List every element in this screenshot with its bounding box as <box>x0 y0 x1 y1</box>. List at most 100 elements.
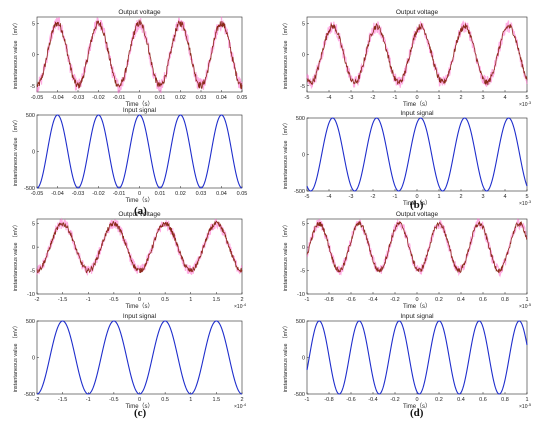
x-tick-label: -0.03 <box>72 95 85 101</box>
y-tick-label: -5 <box>30 84 35 90</box>
x-tick-label: 0.6 <box>479 297 487 303</box>
x-tick-label: 0 <box>138 191 141 197</box>
x-tick-label: 1 <box>437 194 440 200</box>
x-tick-label: 1 <box>437 95 440 101</box>
panel-label-a: (a) <box>134 205 147 217</box>
x-tick-label: 0.03 <box>196 191 207 197</box>
x-tick-label: 0.5 <box>161 397 169 403</box>
x-tick-label: 1.5 <box>213 397 221 403</box>
x-tick-label: -2 <box>35 397 40 403</box>
chart-2: Input signal -0.05 -0.04 -0.03 -0.02 -0.01 0 0.… <box>12 107 247 204</box>
x-tick-label: -0.04 <box>51 95 64 101</box>
x-tick-label: 1 <box>189 297 192 303</box>
x-tick-label: -0.05 <box>31 191 44 197</box>
chart-1: Output voltage -0.05 -0.04 -0.03 -0.02 -0.01 0… <box>12 9 247 108</box>
x-exponent-power: -3 <box>527 199 531 204</box>
x-tick-label: -0.8 <box>324 297 333 303</box>
x-axis-label: Time（s） <box>403 303 431 310</box>
x-tick-label: 0.02 <box>175 95 186 101</box>
x-tick-label: -0.4 <box>368 397 377 403</box>
chart-4: Input signal -5 -4 -3 -2 -1 0 1 2 3 4 5 -500 0 500 Time… <box>282 110 532 207</box>
panel-label-b: (b) <box>410 199 424 211</box>
x-exponent: ×10-3 <box>519 100 532 108</box>
x-tick-label: 0 <box>138 95 141 101</box>
x-tick-label: 0.04 <box>216 95 227 101</box>
x-tick-label: -0.6 <box>346 397 355 403</box>
y-tick-label: 500 <box>296 116 305 122</box>
x-axis-label: Time（s） <box>403 403 431 410</box>
x-tick-label: 0.4 <box>457 397 465 403</box>
y-tick-label: 0 <box>302 153 305 159</box>
x-tick-label: -0.02 <box>92 191 105 197</box>
chart-title: Output voltage <box>118 211 161 218</box>
x-tick-label: 0.04 <box>216 191 227 197</box>
x-tick-label: 2 <box>459 95 462 101</box>
x-tick-label: 5 <box>525 194 528 200</box>
series-line <box>36 320 243 395</box>
x-tick-label: 0.01 <box>155 95 166 101</box>
x-tick-label: 0 <box>415 397 418 403</box>
x-axis-label: Time（s） <box>403 200 431 207</box>
x-tick-label: 4 <box>503 95 506 101</box>
y-axis-label: instantaneous value （mV） <box>282 222 289 292</box>
x-tick-label: -1 <box>86 397 91 403</box>
y-tick-label: 0 <box>32 356 35 362</box>
x-tick-label: -2 <box>371 194 376 200</box>
x-tick-label: -0.04 <box>51 191 64 197</box>
y-tick-label: -500 <box>24 392 35 398</box>
x-tick-label: 0.05 <box>237 95 248 101</box>
x-axis-label: Time（s） <box>403 101 431 108</box>
y-axis-label: instantaneous value （mV） <box>12 323 19 393</box>
x-tick-label: 4 <box>503 194 506 200</box>
y-tick-label: -5 <box>300 269 305 275</box>
x-exponent-power: -5 <box>527 402 531 407</box>
x-tick-label: -0.2 <box>390 297 399 303</box>
x-tick-label: 0.6 <box>479 397 487 403</box>
x-exponent: ×10-4 <box>234 402 247 410</box>
x-tick-label: -0.6 <box>346 297 355 303</box>
x-tick-label: 0.05 <box>237 191 248 197</box>
x-exponent-power: -3 <box>527 100 531 105</box>
x-exponent-power: -5 <box>527 302 531 307</box>
plot-frame <box>36 16 243 93</box>
chart-8: Input signal -1 -0.8 -0.6 -0.4 -0.2 0 0.2 0.4 0.6… <box>282 313 532 410</box>
y-axis-label: instantaneous value （mV） <box>12 20 19 90</box>
x-tick-label: -4 <box>327 194 332 200</box>
series-noise <box>36 16 243 94</box>
x-tick-label: 2 <box>240 397 243 403</box>
x-tick-label: -0.5 <box>109 297 118 303</box>
y-tick-label: -500 <box>294 189 305 195</box>
y-axis-label: instantaneous value （mV） <box>282 20 289 90</box>
x-tick-label: 1 <box>525 297 528 303</box>
x-tick-label: 0.2 <box>435 397 443 403</box>
x-tick-label: -0.01 <box>113 191 126 197</box>
y-tick-label: 0 <box>32 53 35 59</box>
panel-label-d: (d) <box>410 407 424 419</box>
x-tick-label: -2 <box>35 297 40 303</box>
x-tick-label: 0 <box>415 95 418 101</box>
chart-title: Input signal <box>123 107 157 114</box>
y-tick-label: 500 <box>26 113 35 119</box>
x-tick-label: -0.4 <box>368 297 377 303</box>
chart-3: Output voltage -5 -4 -3 -2 -1 0 1 2 3 4 5 -5 0 5 Time（s… <box>282 9 532 108</box>
x-exponent: ×10-3 <box>519 199 532 207</box>
y-tick-label: 5 <box>302 21 305 27</box>
y-axis-label: instantaneous value （mV） <box>12 117 19 187</box>
chart-title: Output voltage <box>396 211 439 218</box>
y-tick-label: 5 <box>32 21 35 27</box>
x-tick-label: -5 <box>305 95 310 101</box>
series-noise <box>306 217 528 278</box>
y-tick-label: -10 <box>297 292 305 298</box>
x-tick-label: -0.2 <box>390 397 399 403</box>
x-exponent: ×10-4 <box>234 302 247 310</box>
x-axis-label: Time（s） <box>125 197 153 204</box>
x-tick-label: 0.01 <box>155 191 166 197</box>
plot-frame <box>306 218 528 295</box>
y-tick-label: 500 <box>26 319 35 325</box>
x-tick-label: 0.02 <box>175 191 186 197</box>
x-tick-label: 3 <box>481 194 484 200</box>
x-tick-label: 1 <box>525 397 528 403</box>
series-line <box>306 22 528 86</box>
